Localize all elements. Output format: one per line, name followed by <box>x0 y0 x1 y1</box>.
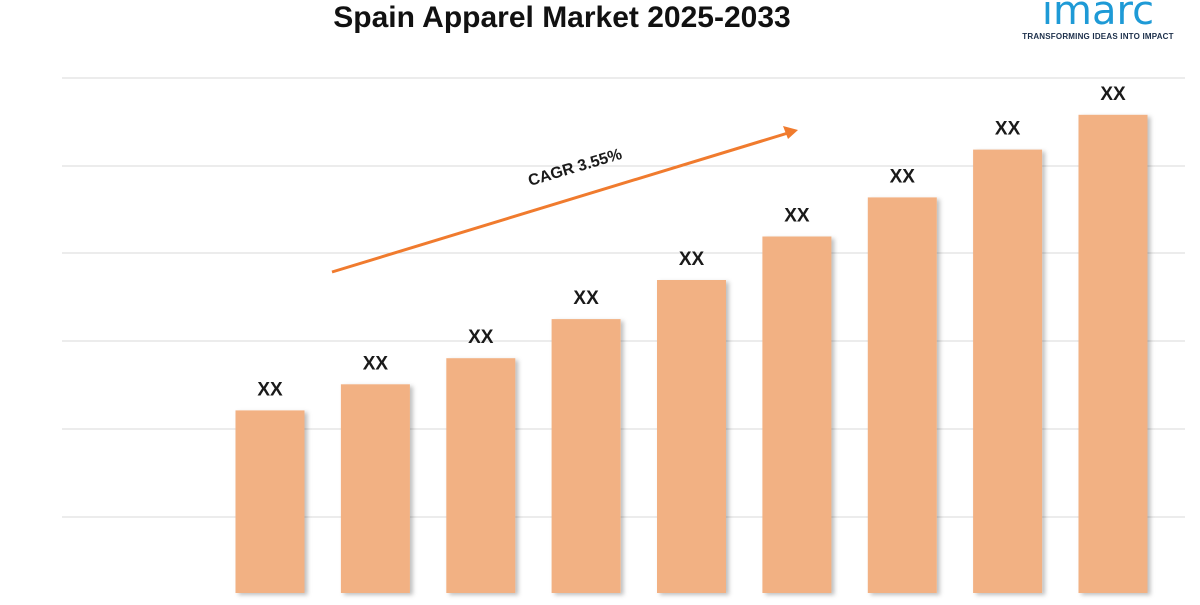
bar-value-label: XX <box>257 379 283 400</box>
bar <box>762 236 832 593</box>
bar-value-label: XX <box>784 206 810 227</box>
bar-value-label: XX <box>1100 84 1126 105</box>
data-labels: XX XX XX XX XX XX XX XX XX <box>257 84 1126 401</box>
bar <box>340 384 410 593</box>
bar <box>973 149 1043 593</box>
bar <box>551 319 621 593</box>
bar <box>235 410 305 593</box>
bar-value-label: XX <box>679 249 705 270</box>
cagr-arrow-head <box>783 126 798 139</box>
chart-title: Spain Apparel Market 2025-2033 <box>333 1 790 34</box>
bar <box>446 358 516 593</box>
bar <box>657 280 726 593</box>
cagr-label: CAGR 3.55% <box>526 146 624 190</box>
bar-value-label: XX <box>468 327 494 348</box>
imarc-logo: imarc TRANSFORMING IDEAS INTO IMPACT <box>1022 0 1173 41</box>
bar <box>867 197 937 593</box>
bar <box>1078 114 1148 594</box>
bar-value-label: XX <box>995 119 1021 140</box>
bar-value-label: XX <box>890 166 916 187</box>
logo-tagline: TRANSFORMING IDEAS INTO IMPACT <box>1022 32 1173 41</box>
bar-value-label: XX <box>573 288 599 309</box>
cagr-arrow-line <box>331 131 789 274</box>
bar-value-label: XX <box>363 353 389 374</box>
bars <box>235 114 1148 594</box>
cagr-annotation: CAGR 3.55% <box>331 126 798 274</box>
logo-wordmark: imarc <box>1042 0 1154 34</box>
